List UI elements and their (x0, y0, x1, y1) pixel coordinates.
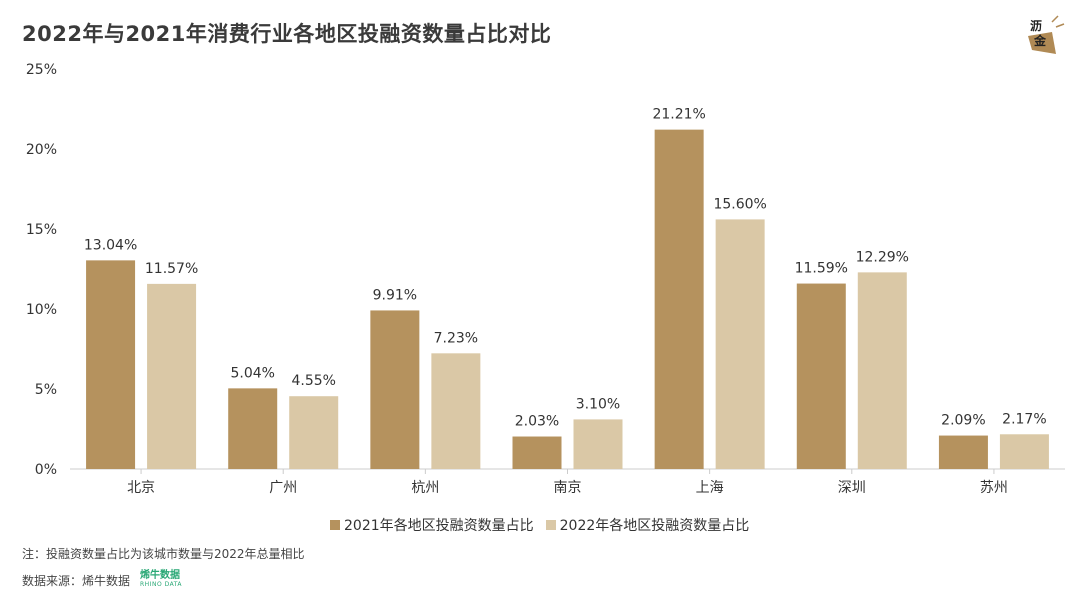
bar-2022 (147, 283, 197, 469)
x-category-label: 北京 (127, 480, 155, 496)
bar-2021 (512, 436, 562, 469)
data-label: 15.60% (713, 196, 766, 212)
rhino-data-logo: 烯牛数据 RHINO DATA (140, 571, 182, 589)
data-label: 2.03% (515, 414, 559, 430)
bar-2022 (999, 434, 1049, 469)
bar-2022 (289, 396, 339, 469)
brand-logo-shape (1028, 15, 1065, 54)
x-category-label: 上海 (696, 480, 724, 496)
legend-item-2021: 2021年各地区投融资数量占比 (330, 515, 534, 535)
y-tick-label: 20% (26, 142, 57, 158)
x-category-label: 深圳 (838, 480, 866, 496)
data-label: 11.59% (795, 261, 848, 277)
data-label: 5.04% (230, 365, 274, 381)
y-tick-label: 5% (35, 382, 57, 398)
legend: 2021年各地区投融资数量占比 2022年各地区投融资数量占比 (330, 515, 761, 535)
brand-char-1: 沥 (1030, 19, 1043, 33)
bar-2021 (938, 435, 988, 469)
data-label: 2.09% (941, 413, 985, 429)
legend-label-2022: 2022年各地区投融资数量占比 (559, 518, 750, 534)
data-label: 12.29% (856, 249, 909, 265)
bar-2022 (431, 353, 481, 469)
bar-2022 (857, 272, 907, 469)
legend-swatch-2021 (330, 520, 340, 530)
data-source: 数据来源：烯牛数据 烯牛数据 RHINO DATA (22, 571, 182, 589)
bar-2021 (86, 260, 136, 469)
bar-2022 (715, 219, 765, 469)
brand-char-2: 金 (1034, 34, 1047, 48)
bar-2021 (370, 310, 420, 469)
legend-label-2021: 2021年各地区投融资数量占比 (344, 518, 534, 534)
y-tick-label: 10% (26, 302, 57, 318)
brand-logo: 沥 金 (1018, 14, 1070, 58)
x-category-label: 广州 (269, 480, 297, 496)
footnote: 注：投融资数量占比为该城市数量与2022年总量相比 (22, 547, 305, 561)
rhino-logo-cn: 烯牛数据 (140, 570, 181, 581)
data-label: 21.21% (652, 107, 705, 123)
bar-2021 (228, 388, 278, 469)
legend-item-2022: 2022年各地区投融资数量占比 (545, 515, 750, 535)
bar-2021 (654, 129, 704, 469)
y-tick-label: 15% (26, 222, 57, 238)
x-category-label: 杭州 (411, 480, 439, 496)
rhino-logo-en: RHINO DATA (140, 581, 183, 588)
data-label: 2.17% (1002, 411, 1046, 427)
bar-2022 (573, 419, 623, 469)
x-category-label: 南京 (554, 480, 582, 496)
legend-swatch-2022 (545, 520, 556, 530)
data-label: 7.23% (434, 330, 478, 346)
source-text: 数据来源：烯牛数据 (22, 573, 131, 588)
data-label: 13.04% (84, 237, 137, 253)
chart-title: 2022年与2021年消费行业各地区投融资数量占比对比 (22, 22, 552, 46)
data-label: 11.57% (145, 261, 198, 277)
data-label: 3.10% (576, 396, 620, 412)
x-category-label: 苏州 (980, 480, 1008, 496)
data-label: 9.91% (373, 287, 417, 303)
y-tick-label: 25% (26, 62, 57, 78)
data-label: 4.55% (291, 373, 335, 389)
bar-2021 (796, 283, 846, 469)
y-tick-label: 0% (35, 462, 57, 478)
